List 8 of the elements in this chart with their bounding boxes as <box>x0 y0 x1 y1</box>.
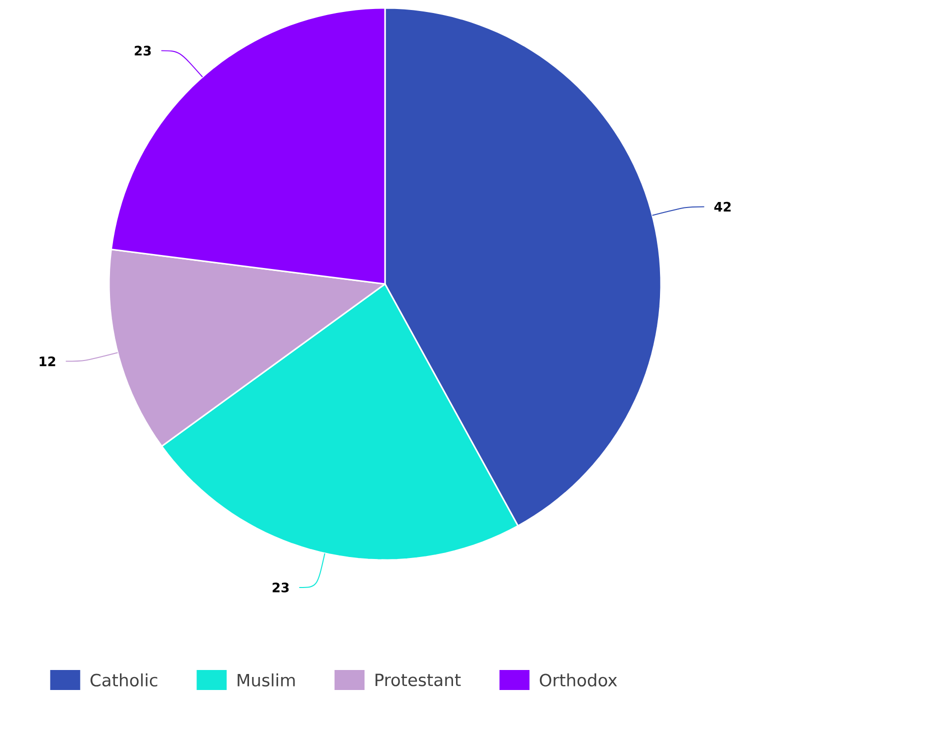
data-label: 42 <box>714 202 731 212</box>
legend-label: Orthodox <box>540 673 617 687</box>
legend-label: Catholic <box>90 673 158 687</box>
data-label: 12 <box>40 356 56 366</box>
data-label: 23 <box>134 46 151 56</box>
legend-label: Protestant <box>376 674 461 686</box>
data-label: 23 <box>272 582 289 592</box>
legend-label: Muslim <box>238 673 295 687</box>
